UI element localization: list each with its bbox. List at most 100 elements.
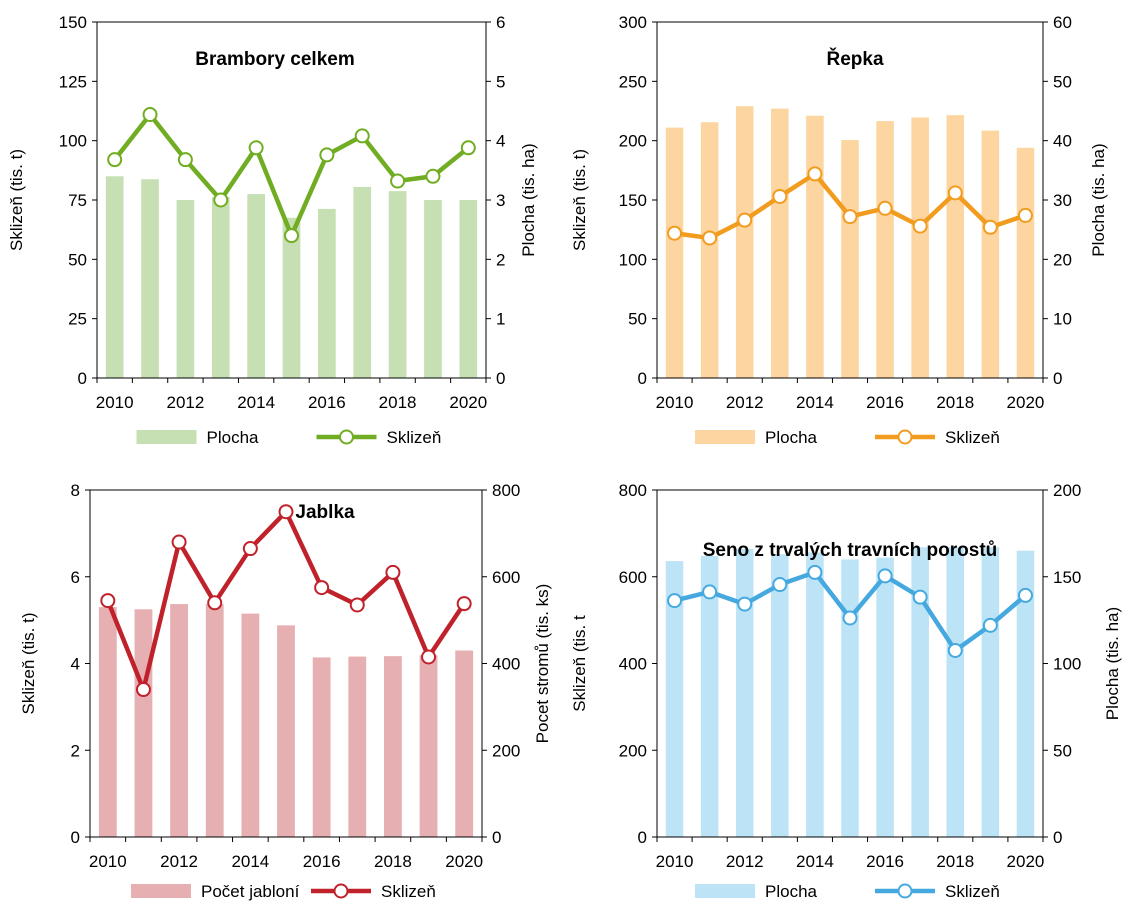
series-point <box>421 649 437 665</box>
bar <box>946 115 965 379</box>
bar <box>876 557 894 837</box>
chart-group: 0 2 4 6 8 0 200 400 600 800 2010 2012 2014 2016 2018 20… <box>19 481 552 901</box>
x-tick-label: 2014 <box>796 393 834 412</box>
y2-tick-label: 40 <box>1053 132 1072 151</box>
bar <box>981 547 1000 837</box>
legend-label-line: Sklizeň <box>945 428 1000 447</box>
series-point <box>667 225 683 241</box>
x-tick-label: 2018 <box>374 852 412 871</box>
chart-title: Jablka <box>295 502 355 523</box>
x-tick-label: 2010 <box>656 393 694 412</box>
y2-tick-label: 150 <box>1053 568 1081 587</box>
series-point <box>460 140 476 156</box>
y-tick-label: 200 <box>619 132 647 151</box>
y-tick-label: 75 <box>68 191 87 210</box>
y2-tick-label: 6 <box>496 13 505 32</box>
series-point <box>135 682 151 698</box>
series-point <box>982 219 998 235</box>
chart-panel-seno: 0 200 400 600 800 0 50 100 150 200 2010 2012 2014 201… <box>561 452 1122 904</box>
series-point <box>456 596 472 612</box>
y-tick-label: 0 <box>71 828 80 847</box>
y2-tick-label: 100 <box>1053 655 1081 674</box>
y2-tick-label: 200 <box>1053 481 1081 500</box>
series-point <box>702 584 718 600</box>
bar <box>806 552 824 837</box>
y-tick-label: 8 <box>71 481 80 500</box>
chart-group: 0 200 400 600 800 0 50 100 150 200 2010 2012 2014 201… <box>570 481 1122 901</box>
bar <box>911 547 929 837</box>
y2-axis-title: Plocha (tis. ha) <box>519 143 538 256</box>
series-point <box>242 541 258 557</box>
series-point <box>807 564 823 580</box>
y2-tick-label: 400 <box>492 655 520 674</box>
bar <box>141 179 159 378</box>
legend-label-line: Sklizeň <box>387 428 442 447</box>
y2-axis-title: Plocha (tis. ha) <box>1103 607 1122 720</box>
bar <box>735 548 754 837</box>
series-point <box>142 107 158 123</box>
bar <box>981 130 1000 378</box>
legend-swatch-bars <box>136 430 197 444</box>
legend-label-line: Sklizeň <box>381 882 436 901</box>
bar <box>241 613 260 837</box>
y-tick-label: 100 <box>619 250 647 269</box>
series-point <box>349 597 365 613</box>
bar <box>312 657 331 837</box>
series-point <box>1017 587 1033 603</box>
series-point <box>319 147 335 163</box>
legend-label-bars: Plocha <box>765 882 818 901</box>
x-tick-label: 2020 <box>1007 393 1045 412</box>
series-point <box>213 192 229 208</box>
series-point <box>354 128 370 144</box>
y2-tick-label: 4 <box>496 132 505 151</box>
x-tick-label: 2016 <box>866 393 904 412</box>
series-line <box>112 112 470 238</box>
y-tick-label: 125 <box>59 72 87 91</box>
x-tick-label: 2012 <box>726 393 764 412</box>
series-point <box>667 593 683 609</box>
bar <box>247 194 265 378</box>
x-tick-label: 2016 <box>866 852 904 871</box>
bar <box>277 625 295 837</box>
legend-swatch-bars <box>131 884 191 898</box>
bar <box>771 554 789 837</box>
series-point <box>425 168 441 184</box>
legend-swatch-bars <box>695 884 755 898</box>
chart-title: Brambory celkem <box>195 49 354 70</box>
bar <box>211 197 230 378</box>
y2-axis-title: Plocha (tis. ha) <box>1089 143 1108 256</box>
y-tick-label: 4 <box>71 655 80 674</box>
y-tick-label: 300 <box>619 13 647 32</box>
bar <box>424 200 442 378</box>
y-tick-label: 25 <box>68 310 87 329</box>
x-tick-label: 2014 <box>237 393 275 412</box>
y-axis-title: Sklizeň (tis. t) <box>19 612 38 714</box>
bar <box>841 559 859 837</box>
chart-svg: 0 25 50 75 100 125 150 0 1 2 3 4 5 6 2010 2012 2014 2016 2… <box>7 13 538 447</box>
bar <box>735 106 754 379</box>
chart-svg: 0 2 4 6 8 0 200 400 600 800 2010 2012 2014 2016 2018 20… <box>19 481 552 901</box>
y2-tick-label: 800 <box>492 481 520 500</box>
chart-title: Seno z trvalých travních porostů <box>703 540 998 561</box>
series-point <box>171 534 187 550</box>
chart-panel-repka: 0 50 100 150 200 250 300 0 10 20 30 40 50 60 2010 2012 2… <box>561 0 1122 452</box>
bar <box>282 217 301 378</box>
series-point <box>100 593 116 609</box>
y2-axis-title: Pocet stromů (tis. ks) <box>533 584 552 744</box>
series-point <box>107 152 123 168</box>
series-point <box>877 568 893 584</box>
legend-swatch-marker <box>333 883 349 899</box>
y-axis-title: Sklizeň (tis. t <box>570 615 589 712</box>
x-tick-label: 2010 <box>656 852 694 871</box>
y2-tick-label: 0 <box>1053 828 1062 847</box>
x-tick-label: 2016 <box>303 852 341 871</box>
y-tick-label: 150 <box>619 191 647 210</box>
x-tick-label: 2010 <box>96 393 134 412</box>
series-point <box>842 209 858 225</box>
x-tick-label: 2018 <box>936 393 974 412</box>
x-tick-label: 2020 <box>449 393 487 412</box>
y-tick-label: 400 <box>619 655 647 674</box>
bar <box>806 115 824 378</box>
series-point <box>284 228 299 244</box>
bar <box>170 604 188 837</box>
